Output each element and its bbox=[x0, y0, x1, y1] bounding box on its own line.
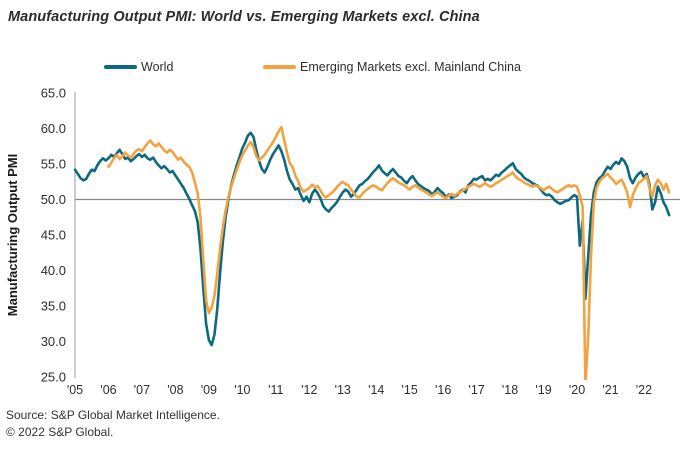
legend-item-emerging-markets: Emerging Markets excl. Mainland China bbox=[263, 58, 521, 76]
x-tick-label: '10 bbox=[234, 383, 250, 397]
x-tick-label: '17 bbox=[468, 383, 484, 397]
series-emerging-markets-line bbox=[107, 125, 671, 380]
y-tick-label: 35.0 bbox=[41, 299, 66, 314]
x-tick-label: '05 bbox=[67, 383, 83, 397]
x-tick-label: '18 bbox=[502, 383, 518, 397]
source-text: Source: S&P Global Market Intelligence. bbox=[6, 408, 220, 422]
x-tick-label: '21 bbox=[602, 383, 618, 397]
x-tick-label: '06 bbox=[100, 383, 116, 397]
copyright-text: © 2022 S&P Global. bbox=[6, 425, 114, 439]
y-tick-label: 50.0 bbox=[41, 192, 66, 207]
x-tick-label: '15 bbox=[402, 383, 418, 397]
x-tick-label: '08 bbox=[167, 383, 183, 397]
legend-label-emerging-markets: Emerging Markets excl. Mainland China bbox=[300, 60, 521, 74]
x-tick-label: '11 bbox=[268, 383, 283, 397]
chart-title: Manufacturing Output PMI: World vs. Emer… bbox=[8, 9, 480, 25]
x-tick-label: '09 bbox=[201, 383, 217, 397]
x-tick-label: '14 bbox=[368, 383, 384, 397]
y-tick-label: 65.0 bbox=[41, 86, 66, 101]
x-tick-label: '22 bbox=[636, 383, 652, 397]
y-tick-label: 40.0 bbox=[41, 263, 66, 278]
y-tick-label: 45.0 bbox=[41, 228, 66, 243]
chart-legend: World Emerging Markets excl. Mainland Ch… bbox=[0, 58, 688, 76]
series-world-line bbox=[73, 131, 671, 347]
y-tick-label: 25.0 bbox=[41, 370, 66, 385]
x-tick-label: '07 bbox=[134, 383, 150, 397]
legend-item-world: World bbox=[104, 58, 173, 76]
legend-swatch-emerging-markets-line bbox=[263, 65, 296, 69]
y-tick-label: 55.0 bbox=[41, 157, 66, 172]
chart-footer: Source: S&P Global Market Intelligence. … bbox=[6, 407, 220, 441]
x-tick-label: '20 bbox=[569, 383, 585, 397]
x-tick-label: '16 bbox=[435, 383, 451, 397]
x-tick-label: '19 bbox=[535, 383, 551, 397]
y-tick-label: 30.0 bbox=[41, 334, 66, 349]
x-tick-label: '13 bbox=[335, 383, 351, 397]
y-axis-title: Manufacturing Output PMI bbox=[5, 154, 20, 316]
legend-swatch-world-line bbox=[104, 65, 137, 69]
legend-label-world: World bbox=[141, 60, 174, 74]
y-tick-label: 60.0 bbox=[41, 121, 66, 136]
x-tick-label: '12 bbox=[301, 383, 317, 397]
